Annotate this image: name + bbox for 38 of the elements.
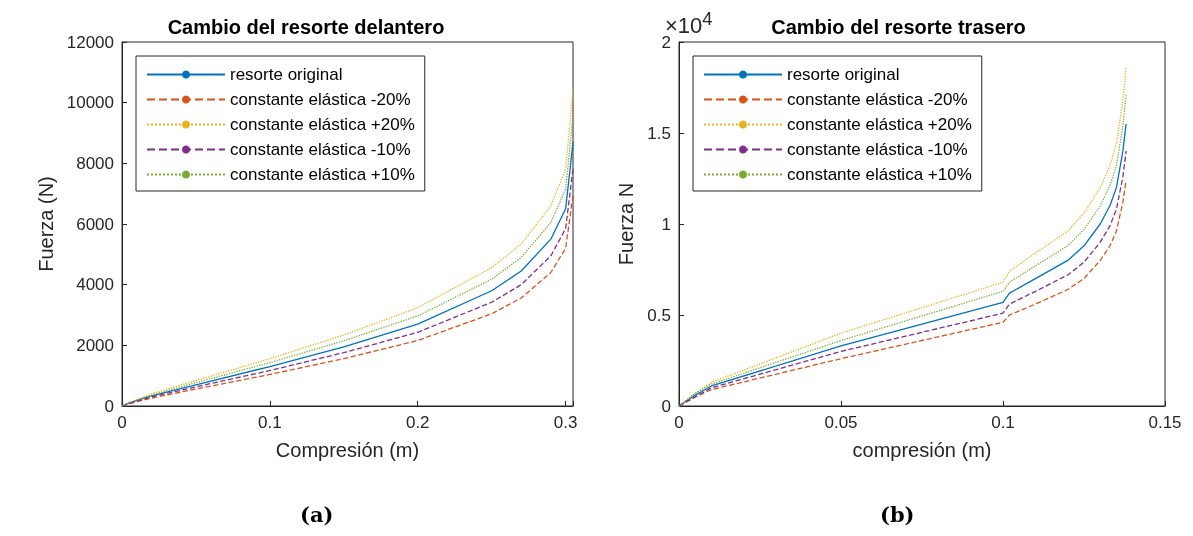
x-axis-title: compresión (m) — [852, 439, 992, 461]
y-axis-title: Fuerza N — [615, 182, 638, 266]
x-axis-title: Compresión (m) — [275, 439, 420, 461]
x-tick-label: 0.2 — [405, 413, 430, 432]
text: (a) — [300, 502, 334, 527]
x-tick-label: 0 — [117, 413, 127, 432]
legend-label: constante elástica +20% — [787, 115, 972, 134]
chart-title: Cambio del resorte delantero — [167, 16, 445, 38]
legend-label: resorte original — [787, 65, 900, 84]
legend-label: constante elástica -10% — [230, 140, 411, 159]
y-tick-label: 6000 — [76, 214, 114, 234]
y-tick-label: 0 — [661, 396, 671, 416]
legend-label: constante elástica -10% — [787, 140, 968, 159]
chart-title: Cambio del resorte trasero — [771, 16, 1026, 38]
y-tick-label: 10000 — [66, 93, 114, 113]
y-tick-label: 0 — [104, 396, 114, 416]
y-tick-label: 2000 — [76, 335, 114, 355]
legend-label: constante elástica +10% — [787, 165, 972, 184]
y-tick-label: 2 — [661, 32, 671, 52]
x-tick-label: 0.05 — [824, 413, 858, 432]
x-tick-label: 0.15 — [1148, 413, 1182, 432]
y-tick-label: 0.5 — [647, 305, 671, 325]
legend-label: constante elástica -20% — [787, 90, 968, 109]
y-tick-label: 1.5 — [647, 123, 671, 143]
x-tick-label: 0.3 — [553, 413, 578, 432]
y-axis-title: Fuerza (N) — [34, 176, 57, 272]
legend-label: constante elástica -20% — [230, 90, 411, 109]
x-tick-label: 0.1 — [258, 413, 282, 432]
y-tick-label: 12000 — [66, 32, 114, 52]
y-tick-label: 4000 — [76, 275, 114, 295]
x-tick-label: 0.1 — [991, 413, 1015, 432]
legend-label: resorte original — [230, 65, 343, 84]
text: (b) — [880, 502, 915, 527]
legend-label: constante elástica +10% — [230, 165, 415, 184]
y-tick-label: 1 — [661, 214, 671, 234]
legend-label: constante elástica +20% — [230, 115, 415, 134]
y-tick-label: 8000 — [76, 153, 114, 173]
x-tick-label: 0 — [674, 413, 684, 432]
